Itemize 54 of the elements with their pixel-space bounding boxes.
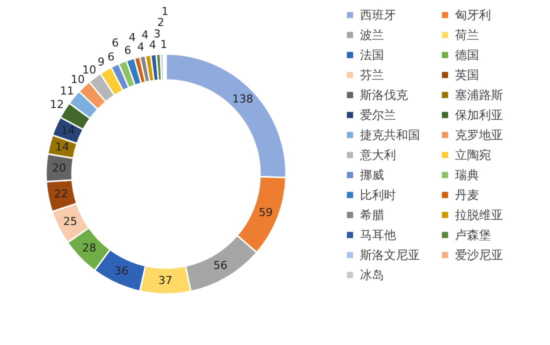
- legend-label: 英国: [455, 68, 479, 82]
- data-label: 25: [63, 214, 78, 228]
- legend-label: 马耳他: [360, 228, 396, 242]
- data-label: 12: [50, 98, 64, 112]
- data-label: 20: [52, 161, 66, 174]
- data-label: 1: [160, 38, 168, 52]
- legend-label: 斯洛文尼亚: [360, 248, 420, 262]
- data-label: 2: [157, 16, 164, 30]
- data-label: 6: [107, 50, 114, 64]
- legend-label: 丹麦: [455, 188, 479, 202]
- data-label: 10: [70, 72, 85, 86]
- legend-label: 冰岛: [360, 268, 384, 282]
- data-label: 6: [112, 36, 119, 50]
- legend-label: 拉脱维亚: [455, 208, 503, 222]
- data-label: 11: [60, 84, 74, 98]
- legend-label: 捷克共和国: [360, 128, 420, 142]
- data-label: 28: [82, 242, 96, 255]
- legend-label: 卢森堡: [455, 228, 491, 242]
- data-label: 4: [128, 31, 136, 44]
- data-label: 37: [158, 274, 172, 287]
- data-label: 4: [149, 38, 156, 52]
- legend-label: 匈牙利: [455, 8, 491, 22]
- data-label: 14: [60, 124, 75, 138]
- data-label: 36: [114, 264, 128, 278]
- legend-label: 爱尔兰: [360, 108, 396, 122]
- legend-label: 芬兰: [360, 68, 384, 82]
- legend-label: 法国: [360, 48, 384, 62]
- data-label: 56: [213, 259, 228, 272]
- data-label: 4: [137, 40, 144, 54]
- legend-label: 克罗地亚: [455, 128, 503, 142]
- legend-label: 爱沙尼亚: [455, 248, 503, 262]
- legend-label: 波兰: [360, 28, 384, 42]
- data-label: 9: [98, 56, 105, 69]
- legend-label: 西班牙: [360, 8, 396, 22]
- legend-label: 立陶宛: [455, 148, 491, 162]
- legend-label: 斯洛伐克: [360, 88, 408, 102]
- legend-label: 意大利: [359, 148, 396, 162]
- data-label: 138: [232, 92, 254, 106]
- legend-label: 希腊: [360, 208, 384, 222]
- legend-label: 保加利亚: [455, 108, 503, 122]
- legend-label: 瑞典: [455, 168, 479, 182]
- data-label: 14: [55, 140, 70, 154]
- data-label: 59: [258, 206, 273, 219]
- data-label: 10: [82, 63, 96, 76]
- data-label: 6: [124, 44, 132, 57]
- data-label: 3: [154, 27, 161, 40]
- legend-label: 塞浦路斯: [455, 88, 503, 102]
- legend-label: 比利时: [360, 188, 396, 202]
- legend-label: 德国: [455, 48, 479, 62]
- data-label: 4: [141, 28, 148, 42]
- data-label: 22: [54, 187, 68, 200]
- data-label: 1: [162, 5, 169, 18]
- legend-label: 挪威: [360, 168, 384, 182]
- legend-label: 荷兰: [455, 28, 479, 42]
